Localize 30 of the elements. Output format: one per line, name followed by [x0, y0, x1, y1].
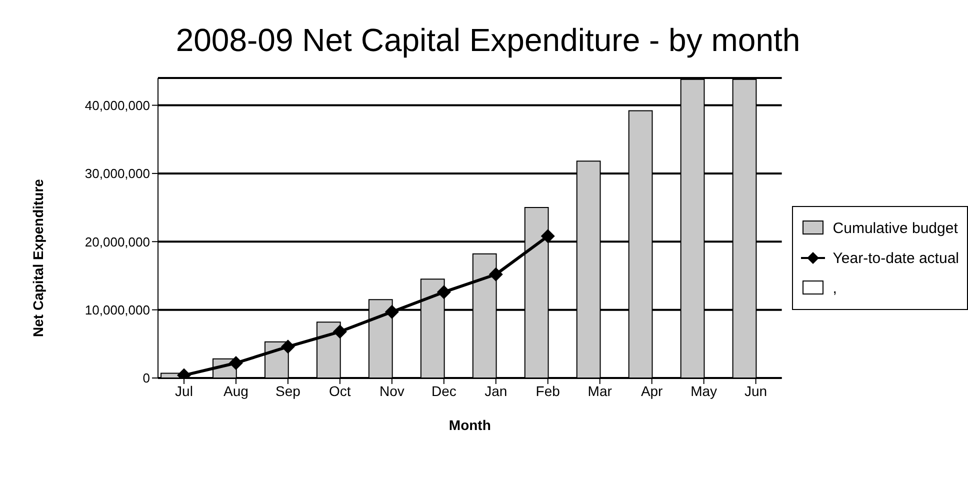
x-tick-label: Jun — [744, 382, 768, 399]
point — [228, 356, 243, 370]
y-tick-label: 0 — [142, 370, 150, 386]
y-tick-label: 30,000,000 — [84, 166, 150, 182]
x-tick-label: Dec — [431, 382, 456, 399]
chart-title: 2008-09 Net Capital Expenditure - by month — [174, 22, 802, 59]
x-tick-label: May — [690, 382, 718, 399]
y-tick-label: 40,000,000 — [84, 98, 150, 113]
x-tick-label: Jan — [484, 382, 508, 399]
point — [280, 340, 295, 354]
x-tick-label: Feb — [536, 382, 560, 399]
point — [488, 267, 503, 282]
point — [540, 229, 555, 244]
x-tick-label: Mar — [588, 382, 612, 399]
x-tick-label: Oct — [329, 382, 351, 399]
point — [436, 285, 451, 300]
x-tick-label: Sep — [275, 382, 301, 399]
point — [384, 304, 399, 319]
y-axis-title: Net Capital Expenditure — [30, 179, 46, 337]
x-tick-label: Apr — [640, 382, 664, 399]
legend-label: , — [832, 280, 837, 296]
legend-label: Cumulative budget — [832, 220, 958, 236]
legend-label: Year-to-date actual — [832, 250, 959, 266]
y-tick-label: 10,000,000 — [84, 302, 150, 318]
x-axis-title: Month — [448, 417, 491, 433]
y-tick-label: 20,000,000 — [84, 234, 150, 250]
x-tick-label: Nov — [379, 382, 404, 399]
x-tick-label: Jul — [175, 382, 193, 399]
point — [332, 324, 347, 339]
x-tick-label: Aug — [224, 382, 248, 399]
